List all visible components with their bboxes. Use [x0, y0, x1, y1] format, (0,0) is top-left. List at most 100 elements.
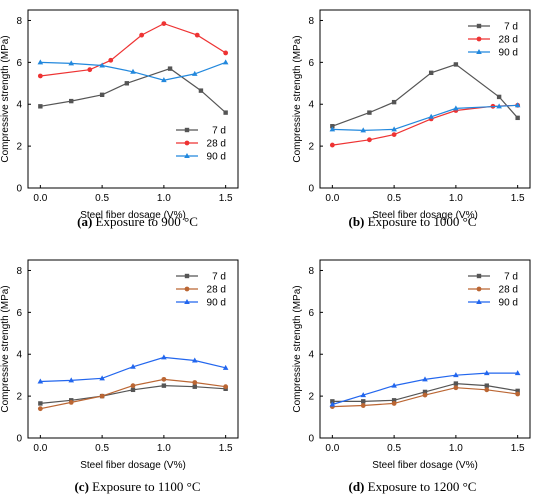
y-tick-label-b: 6 — [308, 58, 314, 69]
caption-b-text: Exposure to 1000 °C — [367, 214, 477, 229]
data-point-a-0-3 — [124, 81, 130, 86]
data-point-c-0-0 — [38, 401, 43, 406]
legend-marker-a-0 — [184, 127, 190, 133]
series-line-b-2 — [332, 104, 518, 132]
data-point-b-1-0 — [329, 142, 335, 148]
data-point-c-2-4 — [161, 354, 167, 360]
data-point-a-2-0 — [37, 59, 44, 65]
plot-frame-b — [319, 9, 531, 189]
data-point-c-1-6 — [223, 384, 229, 390]
caption-d-text: Exposure to 1200 °C — [367, 479, 477, 494]
legend-marker-d-0 — [476, 273, 482, 279]
data-point-a-2-5 — [191, 70, 198, 76]
data-point-b-0-3 — [428, 70, 434, 76]
data-point-c-1-4 — [161, 376, 167, 382]
y-tick-label-c: 4 — [16, 350, 22, 361]
x-axis-label-a: Steel fiber dosage (V%) — [80, 210, 186, 221]
data-point-d-0-5 — [484, 383, 489, 388]
data-point-d-2-1 — [360, 392, 367, 398]
data-point-c-1-2 — [99, 393, 105, 399]
chart-panel-b: 0 2 4 6 8 0.0 0.5 1.0 1.5 Steel fiber dosage (V%)… — [292, 9, 531, 221]
data-point-d-1-3 — [422, 392, 428, 398]
legend-marker-b-0 — [476, 23, 482, 29]
data-point-a-1-6 — [223, 50, 229, 56]
legend-marker-b-2 — [476, 49, 482, 54]
data-point-d-2-6 — [514, 370, 521, 376]
data-point-a-1-4 — [161, 21, 167, 27]
data-point-a-2-4 — [161, 77, 167, 83]
y-tick-label-d: 0 — [308, 434, 314, 445]
legend-label-c-1: 28 d — [207, 285, 226, 296]
data-point-d-2-0 — [329, 401, 336, 407]
data-point-a-2-3 — [130, 68, 136, 74]
data-point-b-1-2 — [391, 132, 397, 138]
x-tick-label-d: 0.5 — [387, 443, 401, 454]
caption-b: (b) Exposure to 1000 °C — [275, 214, 550, 230]
data-point-a-2-2 — [99, 62, 105, 68]
legend-label-d-0: 7 d — [504, 272, 518, 283]
legend-marker-c-2 — [184, 299, 190, 304]
legend-label-c-2: 90 d — [207, 298, 226, 309]
data-point-a-1-0 — [37, 73, 43, 79]
x-tick-label-b: 0.5 — [387, 193, 401, 204]
data-point-d-0-2 — [391, 398, 397, 403]
data-point-d-1-4 — [453, 385, 459, 391]
x-tick-label-c: 1.0 — [157, 443, 171, 454]
legend-label-c-0: 7 d — [212, 272, 226, 283]
x-tick-label-d: 1.5 — [511, 443, 525, 454]
y-tick-label-a: 2 — [16, 142, 22, 153]
plot-frame-a — [27, 9, 239, 189]
series-line-b-0 — [332, 63, 519, 127]
data-point-a-1-2 — [108, 57, 114, 63]
legend-marker-d-1 — [476, 286, 482, 292]
y-axis-label-b: Compressive strength (MPa) — [292, 35, 303, 162]
data-point-d-1-5 — [484, 387, 490, 393]
data-point-d-2-5 — [483, 370, 490, 376]
data-point-b-0-0 — [330, 124, 335, 129]
x-tick-label-b: 0.0 — [325, 193, 339, 204]
data-point-a-1-5 — [194, 32, 200, 38]
data-point-d-0-6 — [515, 388, 520, 394]
data-point-b-2-3 — [428, 113, 434, 119]
caption-a: (a) Exposure to 900 °C — [0, 214, 275, 230]
x-tick-label-c: 0.5 — [95, 443, 109, 454]
data-point-a-0-5 — [198, 88, 204, 93]
data-point-d-0-3 — [422, 389, 428, 395]
data-point-b-2-6 — [514, 102, 521, 108]
data-point-a-0-2 — [99, 92, 105, 98]
data-point-c-2-3 — [130, 363, 136, 369]
data-point-a-0-4 — [167, 66, 173, 71]
data-point-d-1-1 — [360, 403, 366, 408]
caption-b-panel: (b) — [348, 214, 365, 229]
data-point-b-2-1 — [360, 127, 367, 133]
data-point-c-0-3 — [130, 387, 136, 393]
data-point-d-0-4 — [453, 381, 459, 386]
plot-frame-d — [319, 259, 531, 439]
legend-marker-c-1 — [184, 286, 190, 292]
data-point-a-0-6 — [223, 110, 228, 115]
data-point-c-2-6 — [222, 364, 229, 370]
x-tick-label-a: 1.5 — [219, 193, 233, 204]
data-point-a-1-1 — [87, 67, 93, 73]
y-tick-label-b: 0 — [308, 184, 314, 195]
y-tick-label-d: 6 — [308, 308, 314, 319]
y-tick-label-a: 8 — [16, 16, 22, 27]
y-tick-label-c: 8 — [16, 266, 22, 277]
legend-marker-d-2 — [476, 299, 482, 304]
y-tick-label-b: 4 — [308, 100, 314, 111]
y-tick-label-a: 0 — [16, 184, 22, 195]
caption-c: (c) Exposure to 1100 °C — [0, 479, 275, 495]
data-point-c-1-3 — [130, 383, 136, 389]
data-point-c-2-5 — [191, 357, 198, 363]
data-point-d-2-4 — [453, 372, 459, 378]
legend-label-b-1: 28 d — [499, 35, 518, 46]
data-point-c-0-5 — [192, 384, 197, 389]
data-point-a-0-1 — [69, 98, 74, 104]
x-tick-label-a: 0.5 — [95, 193, 109, 204]
legend-label-b-0: 7 d — [504, 22, 518, 33]
data-point-d-1-2 — [391, 401, 397, 406]
x-axis-label-d: Steel fiber dosage (V%) — [372, 460, 478, 471]
y-axis-label-d: Compressive strength (MPa) — [292, 285, 303, 412]
x-tick-label-d: 0.0 — [325, 443, 339, 454]
data-point-b-2-2 — [391, 126, 397, 132]
